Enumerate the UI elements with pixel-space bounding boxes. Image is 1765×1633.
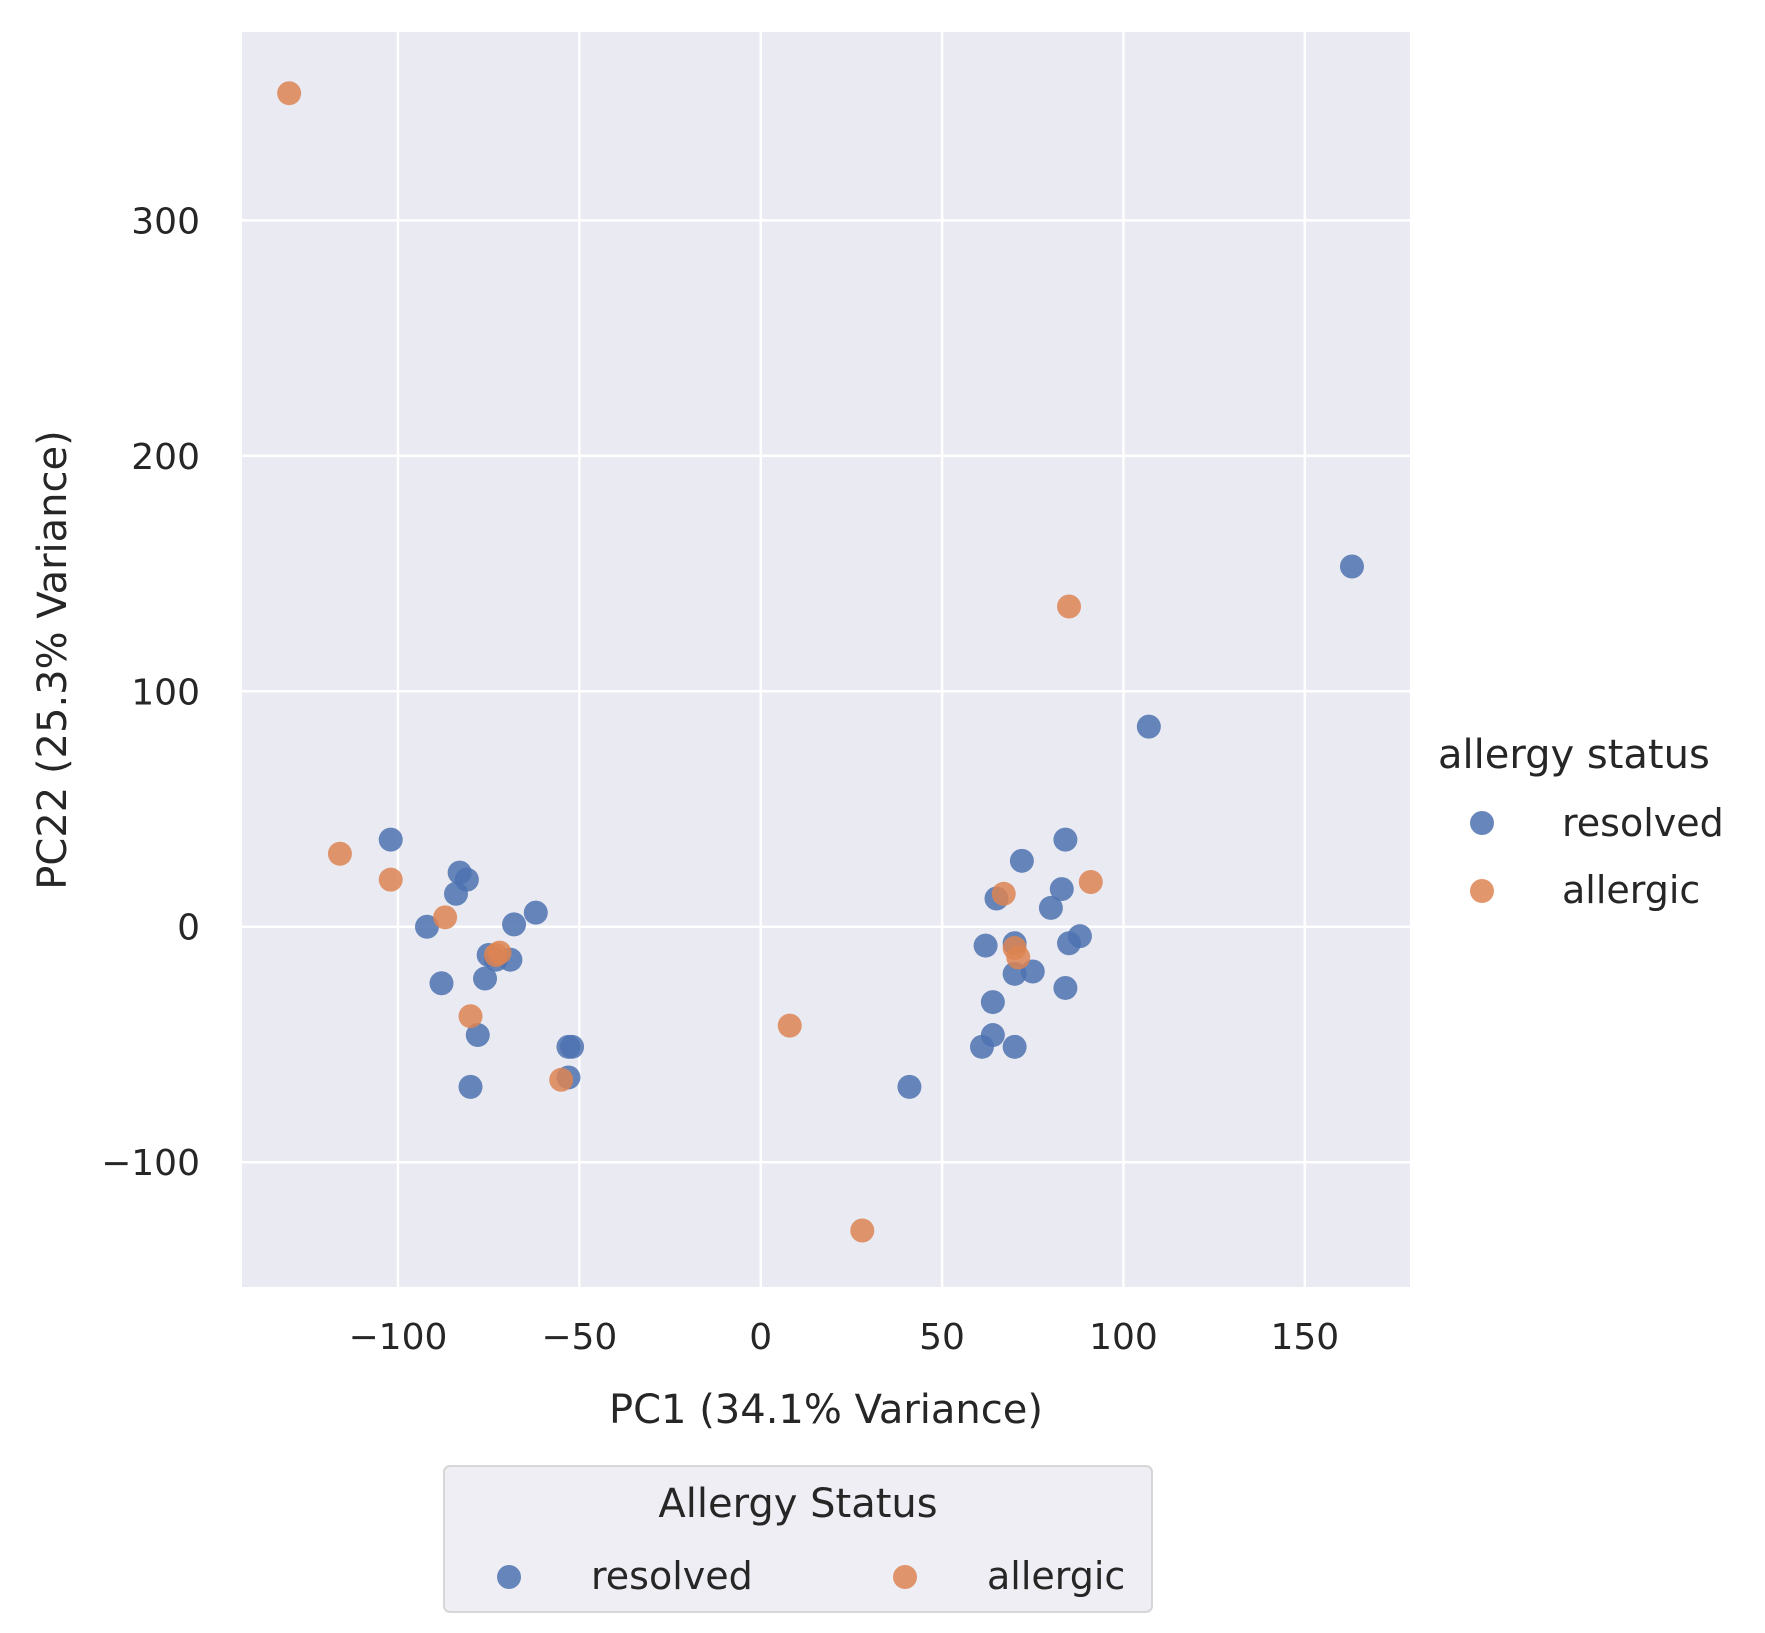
legend-bottom-label-allergic: allergic xyxy=(987,1554,1125,1598)
legend-bottom: Allergy Status resolved allergic xyxy=(443,1465,1153,1613)
legend-bottom-marker-allergic xyxy=(893,1565,917,1589)
point-allergic xyxy=(433,905,458,930)
point-resolved xyxy=(973,933,998,958)
legend-bottom-marker-resolved xyxy=(497,1565,521,1589)
point-resolved xyxy=(1049,877,1074,902)
y-axis-ticks: −100 0 100 200 300 xyxy=(101,201,200,1184)
point-resolved xyxy=(1053,827,1078,852)
point-resolved xyxy=(502,912,527,937)
point-resolved xyxy=(378,827,403,852)
point-resolved xyxy=(1002,1034,1027,1059)
legend-bottom-title: Allergy Status xyxy=(658,1481,937,1527)
legend-right-marker-allergic xyxy=(1470,879,1494,903)
point-resolved xyxy=(414,914,439,939)
data-points xyxy=(277,81,1364,1243)
y-tick-label: 300 xyxy=(131,201,200,242)
point-resolved xyxy=(1038,895,1063,920)
point-resolved xyxy=(458,1074,483,1099)
point-allergic xyxy=(991,881,1016,906)
x-tick-label: 50 xyxy=(919,1317,965,1358)
x-tick-label: 100 xyxy=(1089,1317,1158,1358)
x-axis-ticks: −100 −50 0 50 100 150 xyxy=(349,1317,1340,1358)
point-allergic xyxy=(777,1013,802,1038)
y-tick-label: 100 xyxy=(131,672,200,713)
y-tick-label: 0 xyxy=(177,908,200,949)
x-tick-label: 0 xyxy=(749,1317,772,1358)
point-allergic xyxy=(850,1218,875,1243)
legend-bottom-label-resolved: resolved xyxy=(591,1554,753,1598)
point-resolved xyxy=(1053,975,1078,1000)
point-resolved xyxy=(429,971,454,996)
point-allergic xyxy=(549,1067,574,1092)
point-resolved xyxy=(444,881,469,906)
point-allergic xyxy=(277,81,302,106)
point-allergic xyxy=(1078,870,1103,895)
point-resolved xyxy=(560,1034,585,1059)
point-resolved xyxy=(465,1023,490,1048)
point-resolved xyxy=(1339,554,1364,579)
legend-right: allergy status resolved allergic xyxy=(1438,732,1724,912)
point-allergic xyxy=(327,841,352,866)
legend-right-label-allergic: allergic xyxy=(1562,868,1700,912)
x-axis-label: PC1 (34.1% Variance) xyxy=(609,1387,1043,1433)
legend-right-label-resolved: resolved xyxy=(1562,801,1724,845)
point-allergic xyxy=(378,867,403,892)
x-tick-label: −50 xyxy=(541,1317,617,1358)
legend-right-marker-resolved xyxy=(1470,811,1494,835)
point-resolved xyxy=(523,900,548,925)
point-resolved xyxy=(1136,714,1161,739)
point-allergic xyxy=(458,1004,483,1029)
point-resolved xyxy=(897,1074,922,1099)
y-tick-label: −100 xyxy=(101,1143,200,1184)
point-resolved xyxy=(1067,924,1092,949)
x-tick-label: −100 xyxy=(349,1317,448,1358)
plot-area xyxy=(242,32,1410,1287)
y-axis-label: PC22 (25.3% Variance) xyxy=(30,430,76,889)
legend-right-title: allergy status xyxy=(1438,732,1710,778)
legend-bottom-frame xyxy=(443,1465,1153,1613)
point-resolved xyxy=(1009,848,1034,873)
point-allergic xyxy=(487,940,512,965)
x-tick-label: 150 xyxy=(1270,1317,1339,1358)
point-resolved xyxy=(980,1023,1005,1048)
point-resolved xyxy=(980,990,1005,1015)
y-tick-label: 200 xyxy=(131,437,200,478)
point-allergic xyxy=(1006,945,1031,970)
point-allergic xyxy=(1057,594,1082,619)
point-resolved xyxy=(473,966,498,991)
